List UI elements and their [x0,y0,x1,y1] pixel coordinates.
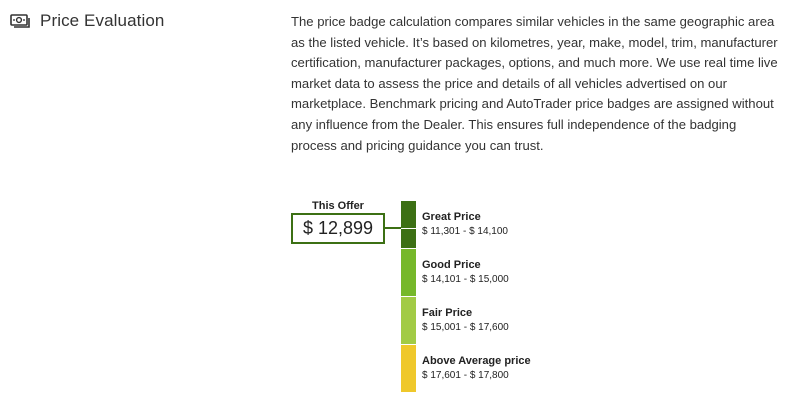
offer-connector-line [384,227,401,229]
fair-price-segment [401,297,416,344]
price-bucket-above-average: Above Average price $ 17,601 - $ 17,800 [422,354,622,382]
bucket-range: $ 11,301 - $ 14,100 [422,226,508,237]
bucket-name: Above Average price [422,355,531,367]
bucket-name: Great Price [422,211,481,223]
section-header: Price Evaluation [10,11,164,31]
bucket-range: $ 17,601 - $ 17,800 [422,370,509,381]
bucket-range: $ 14,101 - $ 15,000 [422,274,509,285]
offer-price-box: $ 12,899 [291,213,385,244]
price-bucket-good: Good Price $ 14,101 - $ 15,000 [422,258,622,286]
great-price-segment [401,201,416,248]
section-title: Price Evaluation [40,11,165,30]
price-bucket-fair: Fair Price $ 15,001 - $ 17,600 [422,306,622,334]
bucket-range: $ 15,001 - $ 17,600 [422,322,509,333]
this-offer-label: This Offer [312,200,364,212]
price-range-bar [401,201,416,393]
bucket-name: Good Price [422,259,481,271]
good-price-segment [401,249,416,296]
offer-price: $ 12,899 [302,218,374,238]
money-icon [10,13,30,29]
price-badge-description: The price badge calculation compares sim… [291,14,778,153]
bucket-name: Fair Price [422,307,473,319]
above-average-price-segment [401,345,416,392]
offer-position-marker [401,228,416,229]
price-bucket-great: Great Price $ 11,301 - $ 14,100 [422,210,622,238]
